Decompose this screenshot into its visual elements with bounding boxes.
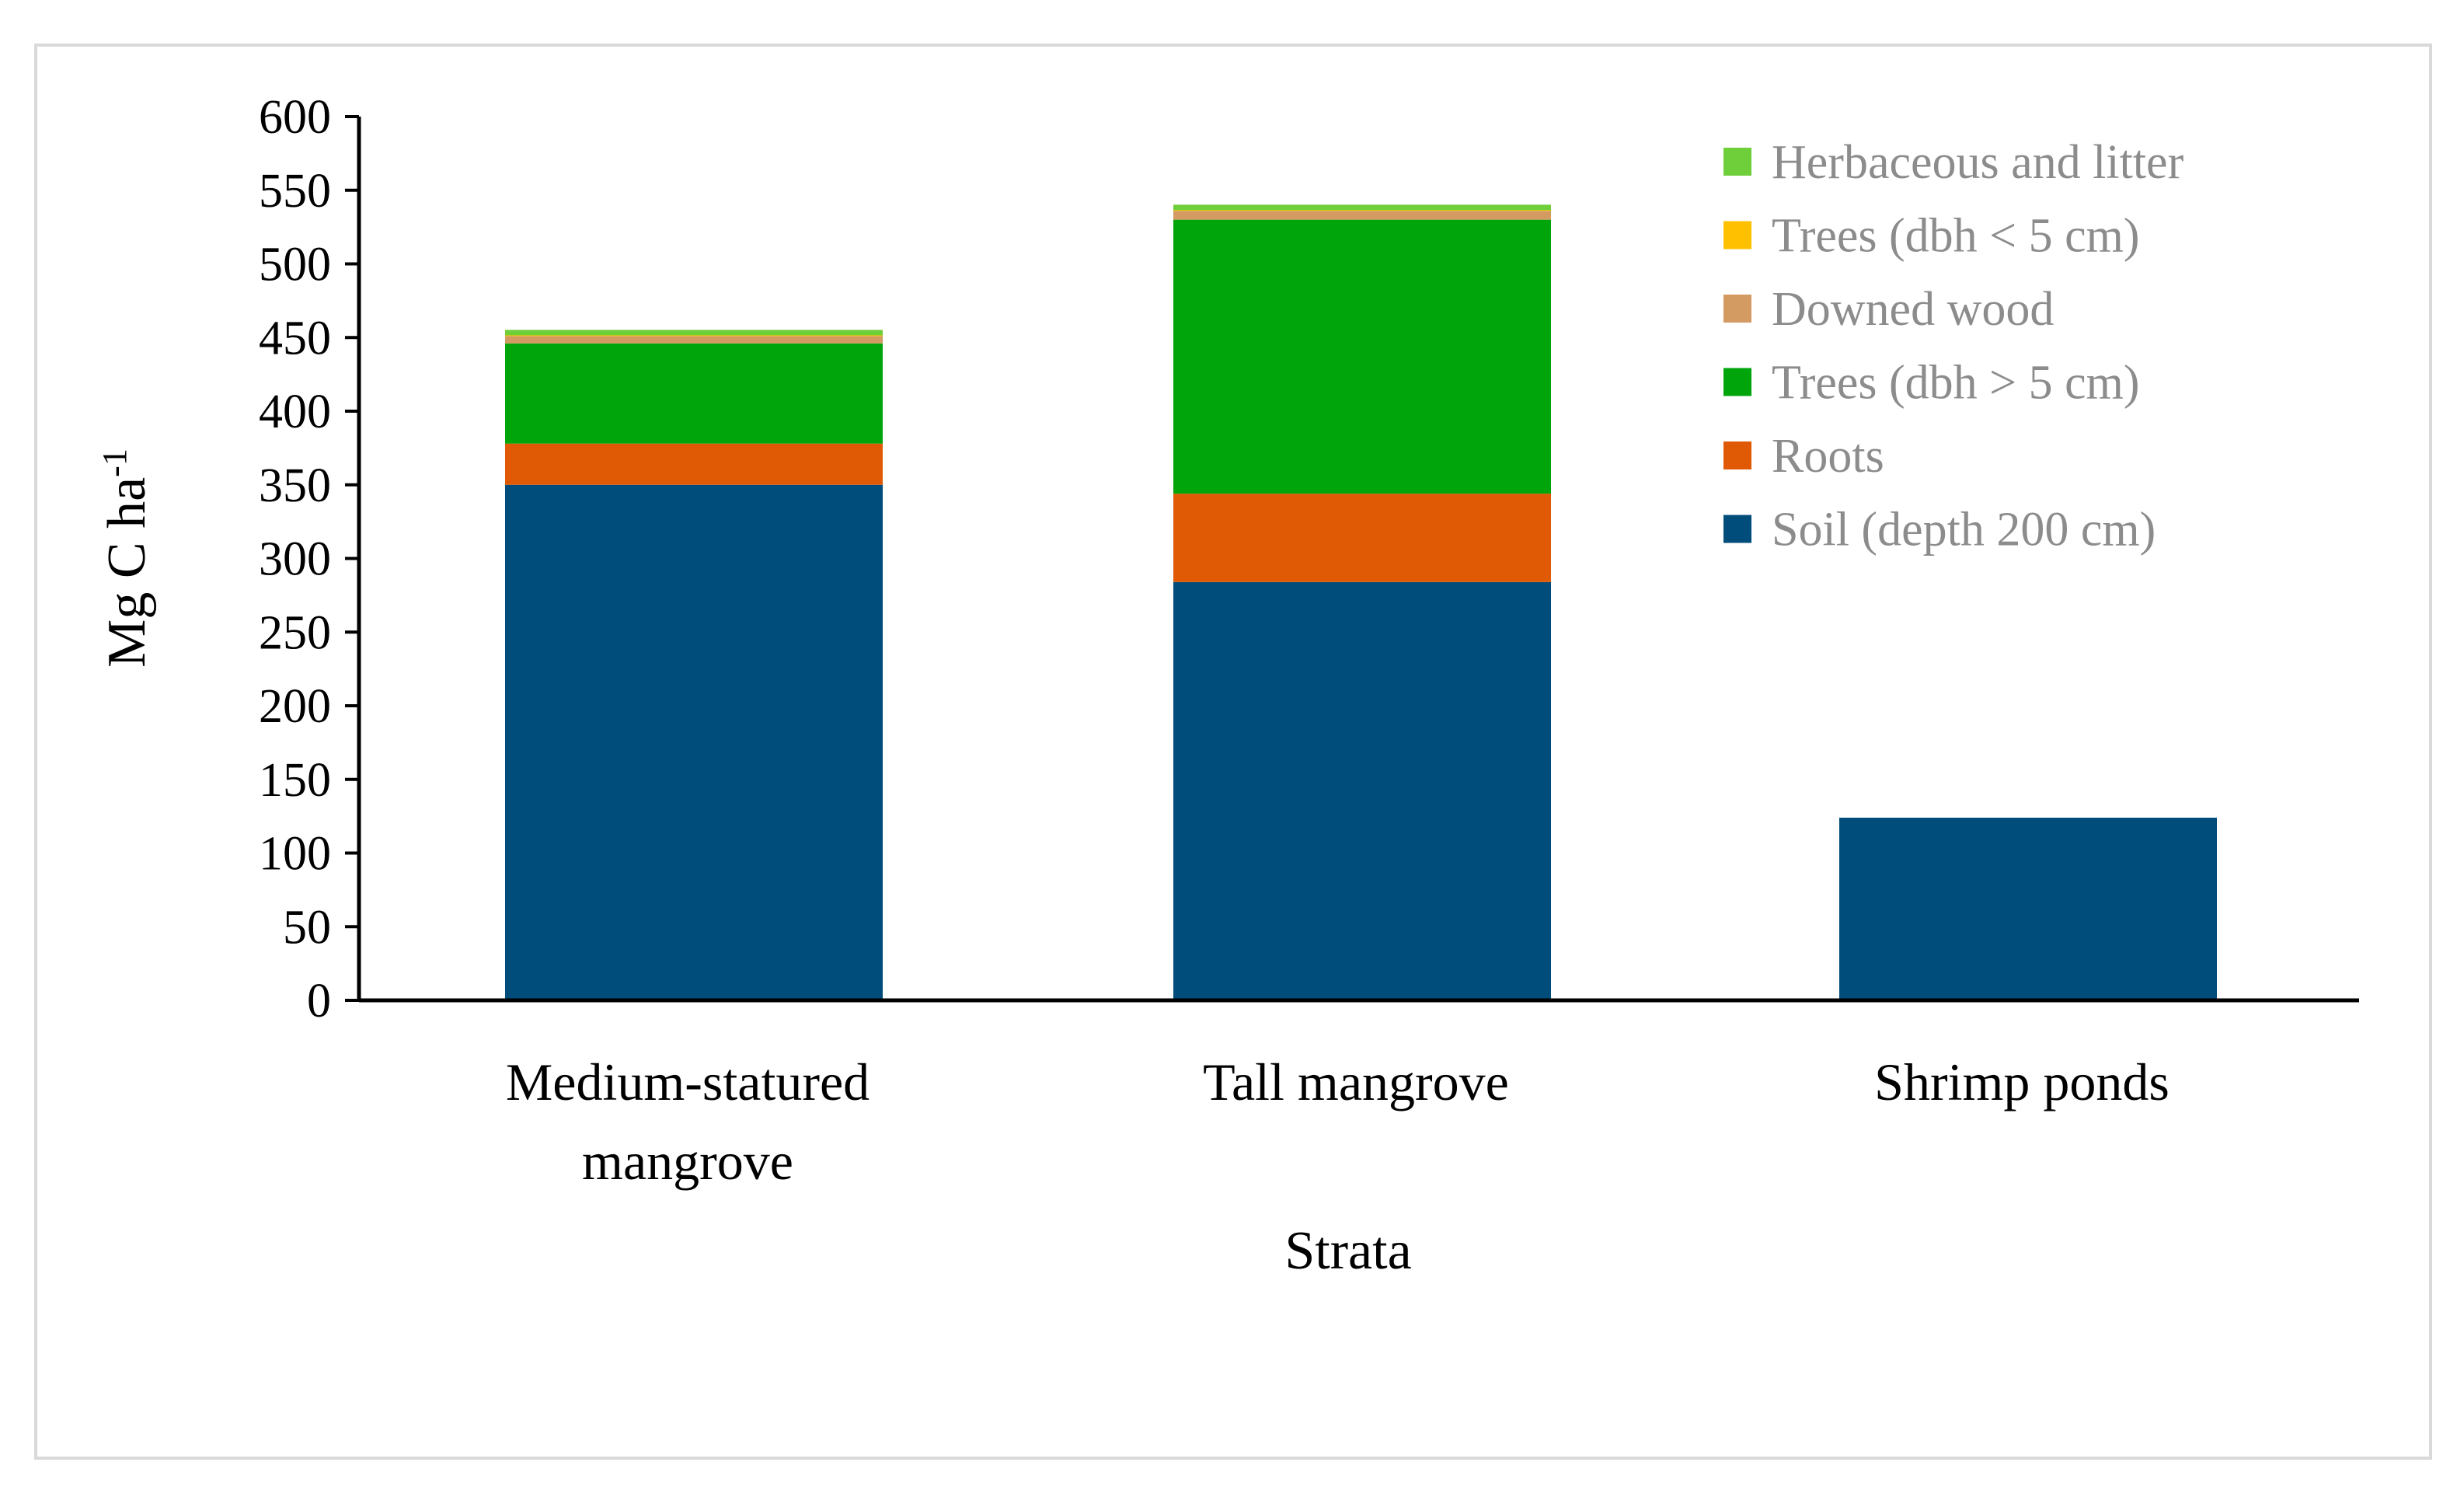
bar-segment-herbaceous-and-litter-2 [1173,204,1551,211]
legend-label: Soil (depth 200 cm) [1772,504,2156,557]
legend-swatch [1723,368,1751,396]
legend-swatch [1723,515,1751,543]
legend-label: Trees (dbh < 5 cm) [1772,210,2140,263]
legend-label: Herbaceous and litter [1772,136,2184,189]
bar-segment-soil-depth-200-cm-3 [1839,818,2217,1000]
bar-segment-soil-depth-200-cm-1 [505,484,883,1000]
y-tick-label: 450 [259,312,331,365]
y-tick-label: 300 [259,533,331,586]
y-tick-label: 50 [283,901,331,954]
y-tick-label: 600 [259,91,331,144]
legend-swatch [1723,441,1751,469]
y-tick-label: 350 [259,459,331,512]
bars-group [505,204,2217,1000]
x-tick-label: Medium-statured [506,1052,870,1111]
bar-segment-roots-2 [1173,494,1551,582]
legend-swatch [1723,148,1751,176]
x-tick-labels-group: Medium-statured mangrove Tall mangrove Shri… [506,1052,2170,1191]
legend-label: Downed wood [1772,283,2054,336]
legend-label: Trees (dbh > 5 cm) [1772,357,2140,410]
legend-label: Roots [1772,430,1884,483]
bar-segment-roots-1 [505,443,883,485]
y-tick-label: 200 [259,680,331,733]
y-tick-label: 150 [259,754,331,807]
x-tick-label: Tall mangrove [1203,1052,1509,1111]
y-tick-label: 550 [259,165,331,218]
y-tick-label: 250 [259,606,331,659]
bar-segment-trees-dbh-5-cm-2 [1173,219,1551,494]
y-tick-label: 400 [259,386,331,438]
bar-segment-herbaceous-and-litter-1 [505,330,883,336]
y-ticks-group: 0 50 100 150 200 250 300 350 400 450 500 550 600 [259,91,359,1028]
bar-segment-downed-wood-2 [1173,211,1551,220]
legend-swatch [1723,221,1751,250]
y-axis-title-text: Mg C ha [97,477,157,668]
bar-segment-soil-depth-200-cm-2 [1173,581,1551,1000]
y-tick-label: 100 [259,828,331,881]
svg-text:Mg C ha-1: Mg C ha-1 [96,448,158,668]
y-axis-title: Mg C ha-1 [96,448,158,668]
x-axis-title: Strata [1284,1221,1411,1281]
legend: Herbaceous and litter Trees (dbh < 5 cm) D… [1723,136,2184,557]
bar-segment-trees-dbh-5-cm-1 [505,343,883,444]
legend-swatch [1723,295,1751,323]
y-tick-label: 500 [259,239,331,291]
x-tick-label: mangrove [582,1132,793,1191]
y-axis-title-superscript: -1 [96,448,134,477]
bar-segment-downed-wood-1 [505,336,883,344]
x-tick-label: Shrimp ponds [1874,1052,2170,1111]
y-tick-label: 0 [307,975,331,1028]
